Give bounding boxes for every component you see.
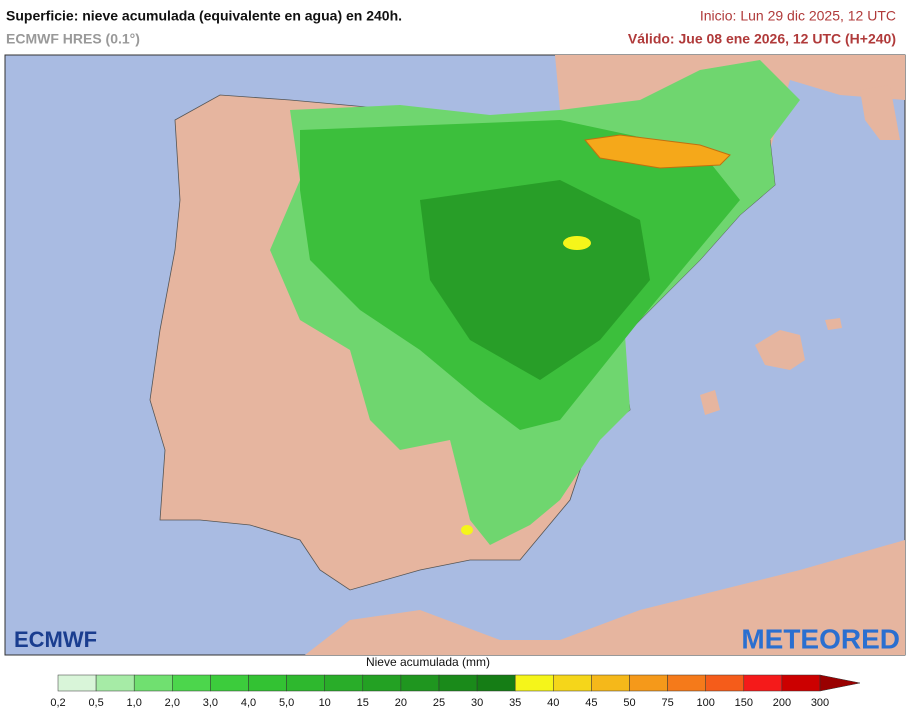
legend-swatch bbox=[210, 674, 249, 692]
legend-swatch bbox=[781, 674, 821, 692]
legend-label: 4,0 bbox=[241, 697, 256, 709]
legend-label: 1,0 bbox=[127, 697, 142, 709]
legend-label: 150 bbox=[735, 697, 753, 709]
legend-label: 35 bbox=[509, 697, 521, 709]
legend-label: 5,0 bbox=[279, 697, 294, 709]
legend-swatch bbox=[514, 674, 554, 692]
legend-label: 0,5 bbox=[88, 697, 103, 709]
legend: 0,2 0,5 1,0 2,0 3,0 4,0 5,0 10 15 20 25 30 35 40 45 50 7… bbox=[50, 674, 861, 709]
snow-max bbox=[563, 236, 591, 250]
corsica bbox=[860, 85, 900, 140]
map bbox=[4, 54, 906, 656]
legend-swatch bbox=[743, 674, 783, 692]
legend-swatch bbox=[248, 674, 287, 692]
legend-label: 3,0 bbox=[203, 697, 218, 709]
legend-swatch bbox=[95, 674, 135, 692]
legend-label: 75 bbox=[661, 697, 673, 709]
legend-swatch bbox=[438, 674, 478, 692]
legend-label: 50 bbox=[623, 697, 635, 709]
init-time: Inicio: Lun 29 dic 2025, 12 UTC bbox=[700, 8, 896, 24]
legend-swatch bbox=[591, 674, 630, 692]
legend-label: 300 bbox=[811, 697, 829, 709]
meteored-logo: METEORED bbox=[741, 623, 900, 654]
legend-swatch bbox=[57, 674, 97, 692]
legend-swatch bbox=[324, 674, 364, 692]
legend-swatch bbox=[553, 674, 592, 692]
snow-pyrenees bbox=[584, 134, 731, 169]
africa bbox=[305, 540, 905, 655]
legend-label: 20 bbox=[395, 697, 407, 709]
legend-swatch bbox=[705, 674, 745, 692]
legend-label: 40 bbox=[547, 697, 559, 709]
snow-heavy bbox=[420, 180, 650, 380]
legend-label: 10 bbox=[319, 697, 331, 709]
legend-swatch bbox=[667, 674, 706, 692]
legend-swatch bbox=[476, 674, 516, 692]
valid-time: Válido: Jue 08 ene 2026, 12 UTC (H+240) bbox=[628, 31, 896, 47]
legend-arrow bbox=[819, 674, 861, 692]
legend-label: 45 bbox=[585, 697, 597, 709]
legend-swatch bbox=[172, 674, 211, 692]
legend-swatch bbox=[362, 674, 402, 692]
ecmwf-logo: ECMWF bbox=[14, 627, 97, 652]
legend-label: 2,0 bbox=[165, 697, 180, 709]
legend-label: 25 bbox=[433, 697, 445, 709]
legend-label: 0,2 bbox=[50, 697, 65, 709]
legend-label: 100 bbox=[697, 697, 715, 709]
legend-title: Nieve acumulada (mm) bbox=[366, 655, 490, 669]
snow-sierra-nevada bbox=[461, 525, 473, 535]
legend-swatch bbox=[400, 674, 440, 692]
legend-swatch bbox=[286, 674, 325, 692]
legend-label: 30 bbox=[471, 697, 483, 709]
ibiza bbox=[700, 390, 720, 415]
model: ECMWF HRES (0.1°) bbox=[6, 31, 140, 47]
title: Superficie: nieve acumulada (equivalente… bbox=[6, 8, 402, 24]
menorca bbox=[825, 318, 842, 330]
mallorca bbox=[755, 330, 805, 370]
legend-swatch bbox=[629, 674, 668, 692]
legend-swatch bbox=[133, 674, 173, 692]
legend-label: 15 bbox=[357, 697, 369, 709]
legend-label: 200 bbox=[773, 697, 791, 709]
